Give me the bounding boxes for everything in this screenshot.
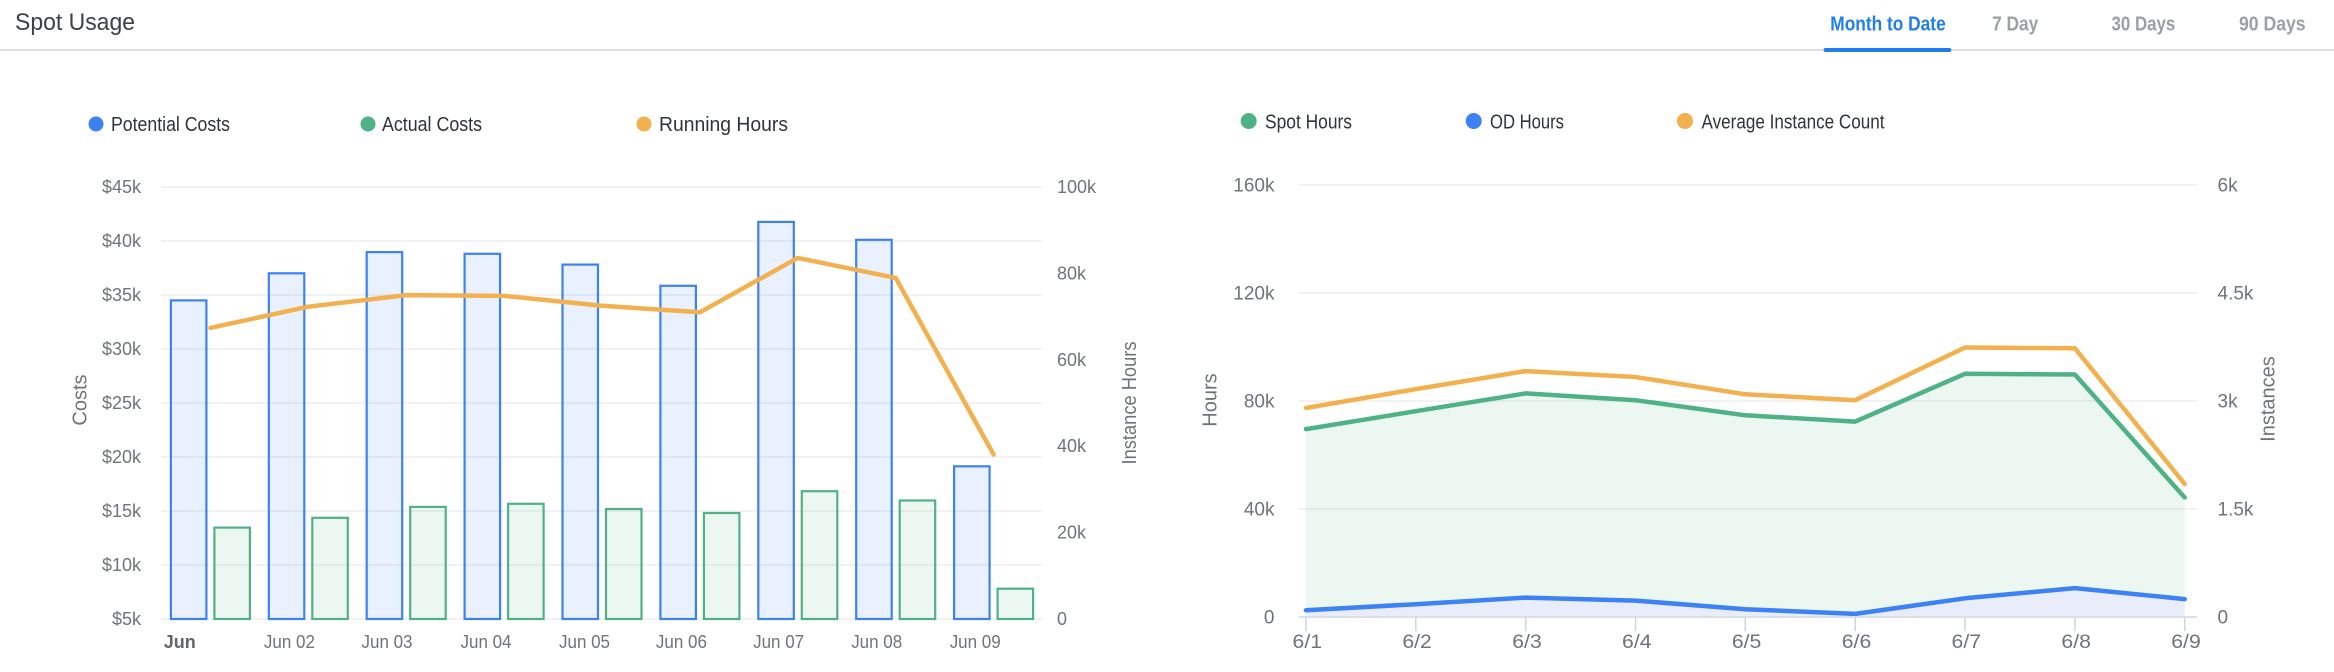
svg-text:Actual Costs: Actual Costs	[382, 114, 482, 136]
svg-text:$45k: $45k	[102, 177, 142, 197]
svg-text:0: 0	[1057, 609, 1067, 629]
svg-text:4.5k: 4.5k	[2218, 284, 2254, 305]
svg-text:20k: 20k	[1057, 523, 1087, 543]
svg-text:6/9: 6/9	[2171, 632, 2201, 653]
svg-text:$35k: $35k	[102, 285, 142, 305]
svg-text:Hours: Hours	[1200, 373, 1222, 426]
svg-text:6/4: 6/4	[1622, 632, 1652, 653]
svg-text:80k: 80k	[1244, 392, 1275, 413]
svg-text:Jun: Jun	[164, 632, 196, 652]
svg-text:Jun 02: Jun 02	[264, 632, 315, 652]
svg-text:$25k: $25k	[102, 393, 142, 413]
svg-text:Jun 09: Jun 09	[950, 632, 1001, 652]
svg-text:0: 0	[2218, 608, 2229, 629]
svg-text:Jun 05: Jun 05	[559, 632, 610, 652]
svg-text:6/2: 6/2	[1402, 632, 1432, 653]
svg-text:6/1: 6/1	[1293, 632, 1323, 653]
svg-text:Jun 06: Jun 06	[656, 632, 707, 652]
svg-text:60k: 60k	[1057, 350, 1087, 370]
svg-text:6/5: 6/5	[1732, 632, 1762, 653]
svg-text:Running Hours: Running Hours	[659, 114, 788, 136]
svg-text:160k: 160k	[1233, 176, 1275, 197]
svg-text:0: 0	[1264, 608, 1275, 629]
svg-text:30 Days: 30 Days	[2112, 14, 2176, 36]
svg-text:120k: 120k	[1233, 284, 1275, 305]
svg-text:$15k: $15k	[102, 501, 142, 521]
svg-text:Jun 03: Jun 03	[362, 632, 413, 652]
svg-text:$30k: $30k	[102, 339, 142, 359]
svg-text:$10k: $10k	[102, 555, 142, 575]
svg-text:Jun 08: Jun 08	[851, 632, 902, 652]
svg-text:Month to Date: Month to Date	[1830, 14, 1945, 36]
svg-text:$20k: $20k	[102, 447, 142, 467]
svg-text:$5k: $5k	[112, 609, 142, 629]
svg-text:Spot Usage: Spot Usage	[15, 9, 135, 36]
svg-text:1.5k: 1.5k	[2218, 500, 2254, 521]
svg-text:OD Hours: OD Hours	[1490, 112, 1564, 134]
svg-text:7 Day: 7 Day	[1992, 14, 2039, 36]
svg-text:Instances: Instances	[2258, 356, 2280, 442]
svg-text:40k: 40k	[1244, 500, 1275, 521]
svg-text:100k: 100k	[1057, 177, 1097, 197]
svg-text:3k: 3k	[2218, 392, 2239, 413]
svg-text:$40k: $40k	[102, 231, 142, 251]
svg-text:80k: 80k	[1057, 263, 1087, 283]
svg-text:6/8: 6/8	[2061, 632, 2091, 653]
svg-text:6/6: 6/6	[1842, 632, 1872, 653]
svg-text:Jun 07: Jun 07	[753, 632, 804, 652]
svg-text:Average Instance Count: Average Instance Count	[1702, 112, 1885, 134]
svg-text:6k: 6k	[2218, 176, 2239, 197]
svg-text:6/7: 6/7	[1952, 632, 1982, 653]
svg-text:Instance Hours: Instance Hours	[1119, 342, 1141, 465]
svg-text:6/3: 6/3	[1512, 632, 1542, 653]
svg-text:Jun 04: Jun 04	[461, 632, 512, 652]
svg-text:Potential Costs: Potential Costs	[111, 114, 230, 136]
svg-text:Spot Hours: Spot Hours	[1265, 112, 1352, 134]
svg-text:40k: 40k	[1057, 436, 1087, 456]
svg-text:Costs: Costs	[70, 374, 92, 425]
svg-text:90 Days: 90 Days	[2239, 14, 2306, 36]
